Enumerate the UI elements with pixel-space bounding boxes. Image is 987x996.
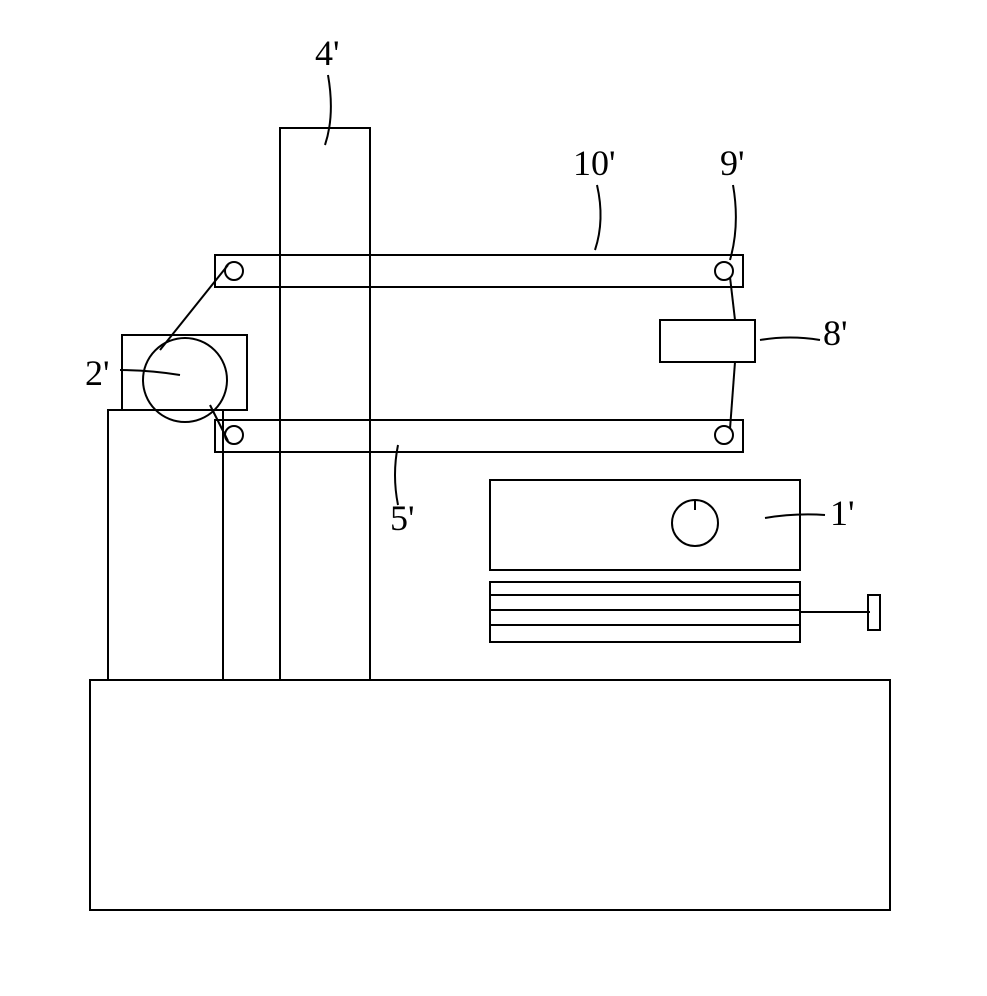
diagram-svg: 4' 10' 9' 8' 2' 5' 1' [0, 0, 987, 996]
labels-group: 4' 10' 9' 8' 2' 5' 1' [85, 33, 855, 538]
label-10: 10' [573, 143, 616, 183]
pulley-lower-left [225, 426, 243, 444]
label-8-leader [760, 338, 820, 341]
base-rect [90, 680, 890, 910]
label-9-leader [730, 185, 736, 260]
pulley-upper-left [225, 262, 243, 280]
wire-lr [730, 362, 735, 429]
label-1-leader [765, 514, 825, 518]
label-8: 8' [823, 313, 848, 353]
weight-block-8 [660, 320, 755, 362]
label-2: 2' [85, 353, 110, 393]
control-panel-1 [490, 480, 800, 570]
wire-ur [730, 277, 735, 320]
left-pedestal [108, 410, 223, 680]
label-9: 9' [720, 143, 745, 183]
label-4: 4' [315, 33, 340, 73]
label-5-leader [395, 445, 398, 505]
label-1: 1' [830, 493, 855, 533]
circle-housing [122, 335, 247, 410]
label-10-leader [595, 185, 601, 250]
label-5: 5' [390, 498, 415, 538]
shapes-group [90, 128, 890, 910]
slide-block [490, 582, 800, 642]
column-4 [280, 128, 370, 680]
